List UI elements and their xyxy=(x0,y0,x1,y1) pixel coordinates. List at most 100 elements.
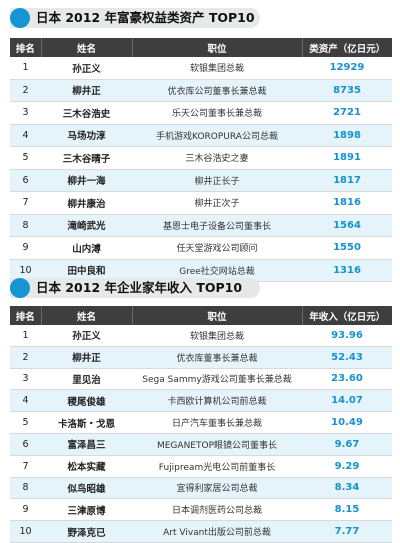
header-position: 职位 xyxy=(132,306,303,325)
position-cell: 任天堂游戏公司顾问 xyxy=(132,236,302,260)
rank-cell: 8 xyxy=(10,477,41,500)
header-rank: 排名 xyxy=(10,38,42,57)
name-cell: 田中良和 xyxy=(41,259,132,282)
header-position: 职位 xyxy=(132,38,303,57)
position-cell: 日本调剂医药公司总裁 xyxy=(132,498,302,522)
table-row: 6 柳井一海 柳井正长子 1817 xyxy=(10,169,392,192)
value-cell: 1816 xyxy=(302,191,392,215)
value-cell: 10.49 xyxy=(302,411,392,434)
position-cell: 卡西欧计算机公司前总裁 xyxy=(132,389,302,413)
position-cell: 软银集团总裁 xyxy=(132,325,302,347)
position-cell: 柳井正次子 xyxy=(132,191,302,215)
position-cell: 基恩士电子设备公司董事长 xyxy=(132,214,302,237)
blue-circle-icon xyxy=(10,278,30,298)
header-value: 类资产（亿日元） xyxy=(302,38,392,57)
rank-cell: 9 xyxy=(10,498,41,522)
position-cell: 三木谷浩史之妻 xyxy=(132,146,302,170)
header-name: 姓名 xyxy=(41,306,133,325)
name-cell: 三木谷浩史 xyxy=(41,101,132,125)
value-cell: 2721 xyxy=(302,101,392,125)
table-row: 4 稷尾俊雄 卡西欧计算机公司前总裁 14.07 xyxy=(10,389,392,413)
value-cell: 9.67 xyxy=(302,433,392,456)
rank-cell: 4 xyxy=(10,124,41,147)
position-cell: Fujipream光电公司前董事长 xyxy=(132,455,302,478)
table-row: 8 滝崎武光 基恩士电子设备公司董事长 1564 xyxy=(10,214,392,237)
name-cell: 滝崎武光 xyxy=(41,214,132,237)
header-name: 姓名 xyxy=(41,38,133,57)
name-cell: 似鸟昭雄 xyxy=(41,477,132,500)
rank-cell: 1 xyxy=(10,325,41,347)
rank-cell: 4 xyxy=(10,389,41,413)
rank-cell: 5 xyxy=(10,411,41,434)
value-cell: 1550 xyxy=(302,236,392,260)
rank-cell: 2 xyxy=(10,79,41,102)
blue-circle-icon xyxy=(10,8,30,28)
name-cell: 山内溥 xyxy=(41,236,132,260)
position-cell: 优衣库公司董事长兼总裁 xyxy=(132,79,302,102)
name-cell: 里见治 xyxy=(41,368,132,391)
name-cell: 孙正义 xyxy=(41,325,132,347)
value-cell: 9.29 xyxy=(302,455,392,478)
table-row: 7 松本实藏 Fujipream光电公司前董事长 9.29 xyxy=(10,455,392,478)
table-row: 1 孙正义 软银集团总裁 93.96 xyxy=(10,325,392,347)
rank-cell: 1 xyxy=(10,57,41,80)
table-row: 2 柳井正 优衣库董事长兼总裁 52.43 xyxy=(10,346,392,369)
name-cell: 马场功淳 xyxy=(41,124,132,147)
table-row: 8 似鸟昭雄 宜得利家居公司总裁 8.34 xyxy=(10,477,392,500)
name-cell: 三木谷晴子 xyxy=(41,146,132,170)
table-row: 5 三木谷晴子 三木谷浩史之妻 1891 xyxy=(10,146,392,170)
rank-cell: 6 xyxy=(10,433,41,456)
name-cell: 稷尾俊雄 xyxy=(41,389,132,413)
position-cell: MEGANETOP眼镜公司董事长 xyxy=(132,433,302,456)
table-row: 4 马场功淳 手机游戏KOROPURA公司总裁 1898 xyxy=(10,124,392,147)
section-title: 日本 2012 年企业家年收入 TOP10 xyxy=(36,280,243,295)
name-cell: 富泽昌三 xyxy=(41,433,132,456)
name-cell: 松本实藏 xyxy=(41,455,132,478)
value-cell: 93.96 xyxy=(302,325,392,347)
table-row: 7 柳井康治 柳井正次子 1816 xyxy=(10,191,392,215)
name-cell: 柳井一海 xyxy=(41,169,132,192)
name-cell: 柳井正 xyxy=(41,346,132,369)
position-cell: 柳井正长子 xyxy=(132,169,302,192)
rank-cell: 7 xyxy=(10,455,41,478)
rank-cell: 8 xyxy=(10,214,41,237)
name-cell: 卡洛斯・戈恩 xyxy=(41,411,132,434)
section-title-bar: 日本 2012 年企业家年收入 TOP10 xyxy=(10,278,260,298)
name-cell: 三津原博 xyxy=(41,498,132,522)
value-cell: 14.07 xyxy=(302,389,392,413)
position-cell: 乐天公司董事长兼总裁 xyxy=(132,101,302,125)
section-title: 日本 2012 年富豪权益类资产 TOP10 xyxy=(36,10,255,25)
table-row: 9 山内溥 任天堂游戏公司顾问 1550 xyxy=(10,236,392,260)
wealth-table: 排名 姓名 职位 类资产（亿日元） 1 孙正义 软银集团总裁 12929 2 柳井正 优衣库… xyxy=(10,38,392,282)
table-row: 1 孙正义 软银集团总裁 12929 xyxy=(10,57,392,80)
table-header-row: 排名 姓名 职位 年收入（亿日元） xyxy=(10,306,392,325)
value-cell: 12929 xyxy=(302,57,392,80)
value-cell: 1817 xyxy=(302,169,392,192)
value-cell: 8.15 xyxy=(302,498,392,522)
value-cell: 52.43 xyxy=(302,346,392,369)
header-rank: 排名 xyxy=(10,306,42,325)
rank-cell: 5 xyxy=(10,146,41,170)
header-value: 年收入（亿日元） xyxy=(302,306,392,325)
value-cell: 1891 xyxy=(302,146,392,170)
value-cell: 8.34 xyxy=(302,477,392,500)
position-cell: Sega Sammy游戏公司董事长兼总裁 xyxy=(132,368,302,391)
rank-cell: 6 xyxy=(10,169,41,192)
position-cell: 优衣库董事长兼总裁 xyxy=(132,346,302,369)
rank-cell: 9 xyxy=(10,236,41,260)
rank-cell: 2 xyxy=(10,346,41,369)
position-cell: 日产汽车董事长兼总裁 xyxy=(132,411,302,434)
table-row: 6 富泽昌三 MEGANETOP眼镜公司董事长 9.67 xyxy=(10,433,392,456)
name-cell: 柳井正 xyxy=(41,79,132,102)
table-row: 3 三木谷浩史 乐天公司董事长兼总裁 2721 xyxy=(10,101,392,125)
name-cell: 孙正义 xyxy=(41,57,132,80)
table-row: 2 柳井正 优衣库公司董事长兼总裁 8735 xyxy=(10,79,392,102)
position-cell: 软银集团总裁 xyxy=(132,57,302,80)
table-header-row: 排名 姓名 职位 类资产（亿日元） xyxy=(10,38,392,57)
table-row: 10 田中良和 Gree社交网站总裁 1316 xyxy=(10,259,392,282)
value-cell: 8735 xyxy=(302,79,392,102)
value-cell: 1316 xyxy=(302,259,392,282)
value-cell: 1564 xyxy=(302,214,392,237)
income-table: 排名 姓名 职位 年收入（亿日元） 1 孙正义 软银集团总裁 93.96 2 柳井正 优衣库… xyxy=(10,306,392,543)
rank-cell: 7 xyxy=(10,191,41,215)
